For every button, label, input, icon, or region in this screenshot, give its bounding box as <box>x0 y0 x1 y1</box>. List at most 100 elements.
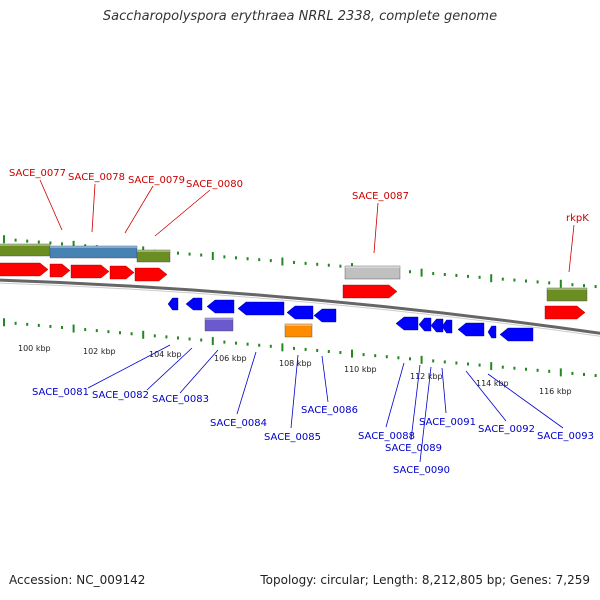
lower-tick <box>246 342 249 346</box>
upper-tick <box>188 252 191 256</box>
lower-tick <box>107 330 110 334</box>
upper-tick <box>246 257 249 261</box>
lower-tick <box>165 335 168 339</box>
upper-tick <box>583 284 585 288</box>
upper-tick <box>177 251 179 255</box>
top-gene-label: SACE_0080 <box>186 179 243 190</box>
upper-tick <box>26 239 29 243</box>
top-gene-label: SACE_0077 <box>9 168 66 179</box>
lower-tick <box>26 322 29 326</box>
reverse-gene-arrow <box>237 301 285 316</box>
bottom-label-leader <box>321 355 329 403</box>
feature-bar-highlight <box>285 324 312 326</box>
upper-tick <box>455 273 458 277</box>
bottom-gene-label: SACE_0082 <box>92 390 149 401</box>
feature-bar-highlight <box>50 246 137 248</box>
upper-tick <box>3 235 5 244</box>
scale-label: 110 kbp <box>344 365 377 374</box>
bottom-gene-label: SACE_0086 <box>301 405 358 416</box>
upper-tick <box>304 261 307 265</box>
lower-tick <box>339 351 342 355</box>
lower-tick <box>37 323 40 327</box>
upper-tick <box>84 244 87 248</box>
scale-label: 112 kbp <box>410 372 443 381</box>
lower-tick <box>490 362 493 371</box>
upper-tick <box>594 285 597 289</box>
top-gene-label: rkpK <box>566 213 589 224</box>
top-label-leader <box>373 202 379 254</box>
upper-tick <box>281 257 284 266</box>
upper-tick <box>432 272 435 276</box>
bottom-gene-label: SACE_0081 <box>32 387 89 398</box>
lower-tick <box>84 328 87 332</box>
reverse-gene-arrow <box>487 325 497 339</box>
upper-tick <box>525 279 527 283</box>
feature-bar <box>284 323 313 338</box>
lower-tick <box>374 354 377 358</box>
top-label-leader <box>39 179 63 231</box>
lower-tick <box>478 363 481 367</box>
bottom-label-leader <box>385 362 405 428</box>
lower-tick <box>304 347 307 351</box>
lower-tick <box>95 329 98 333</box>
bottom-label-leader <box>465 370 507 422</box>
upper-tick <box>501 277 504 281</box>
reverse-gene-arrow <box>395 316 419 331</box>
lower-tick <box>351 349 353 358</box>
reverse-gene-arrow <box>457 322 485 337</box>
lower-tick <box>501 365 504 369</box>
lower-tick <box>362 353 365 357</box>
forward-gene-arrow <box>0 262 49 277</box>
bottom-label-leader <box>290 354 299 429</box>
lower-tick <box>467 362 469 366</box>
bottom-label-leader <box>236 351 257 415</box>
lower-tick <box>536 368 539 372</box>
topology-label: Topology: circular; Length: 8,212,805 bp… <box>260 573 590 587</box>
bottom-label-leader <box>146 347 193 391</box>
lower-tick <box>49 324 52 328</box>
lower-tick <box>293 346 295 350</box>
lower-tick <box>61 325 63 329</box>
feature-bar <box>546 287 588 302</box>
top-label-leader <box>154 189 211 237</box>
lower-tick <box>3 318 5 327</box>
top-gene-label: SACE_0079 <box>128 175 185 186</box>
reverse-gene-arrow <box>286 305 314 320</box>
lower-tick <box>316 348 319 352</box>
lower-tick <box>571 371 574 375</box>
feature-bar <box>344 265 401 280</box>
feature-bar-highlight <box>547 288 587 290</box>
lower-tick <box>281 343 284 352</box>
bottom-label-leader <box>410 364 421 441</box>
reverse-gene-arrow <box>441 319 453 334</box>
scale-label: 114 kbp <box>476 379 509 388</box>
lower-tick <box>409 357 411 361</box>
genome-title: Saccharopolyspora erythraea NRRL 2338, c… <box>102 9 498 24</box>
lower-tick <box>269 344 272 348</box>
upper-tick <box>536 280 539 284</box>
lower-tick <box>525 367 527 371</box>
bottom-gene-label: SACE_0090 <box>393 465 450 476</box>
bottom-gene-label: SACE_0092 <box>478 424 535 435</box>
reverse-gene-arrow <box>185 297 203 311</box>
top-label-leader <box>124 185 154 234</box>
lower-tick <box>513 366 516 370</box>
upper-tick <box>37 240 40 244</box>
scale-label: 100 kbp <box>18 344 51 353</box>
upper-tick <box>548 281 551 285</box>
lower-tick <box>200 338 203 342</box>
lower-tick <box>211 337 214 346</box>
upper-tick <box>420 268 423 277</box>
upper-tick <box>72 240 75 249</box>
lower-tick <box>548 369 551 373</box>
bottom-gene-label: SACE_0089 <box>385 443 442 454</box>
upper-tick <box>409 270 411 274</box>
lower-tick <box>258 343 261 347</box>
lower-tick <box>455 361 458 365</box>
top-label-leader <box>91 183 96 233</box>
upper-tick <box>269 259 272 263</box>
forward-gene-arrow <box>342 284 398 299</box>
bottom-gene-label: SACE_0085 <box>264 432 321 443</box>
reverse-gene-arrow <box>313 308 337 323</box>
lower-tick <box>559 368 562 377</box>
